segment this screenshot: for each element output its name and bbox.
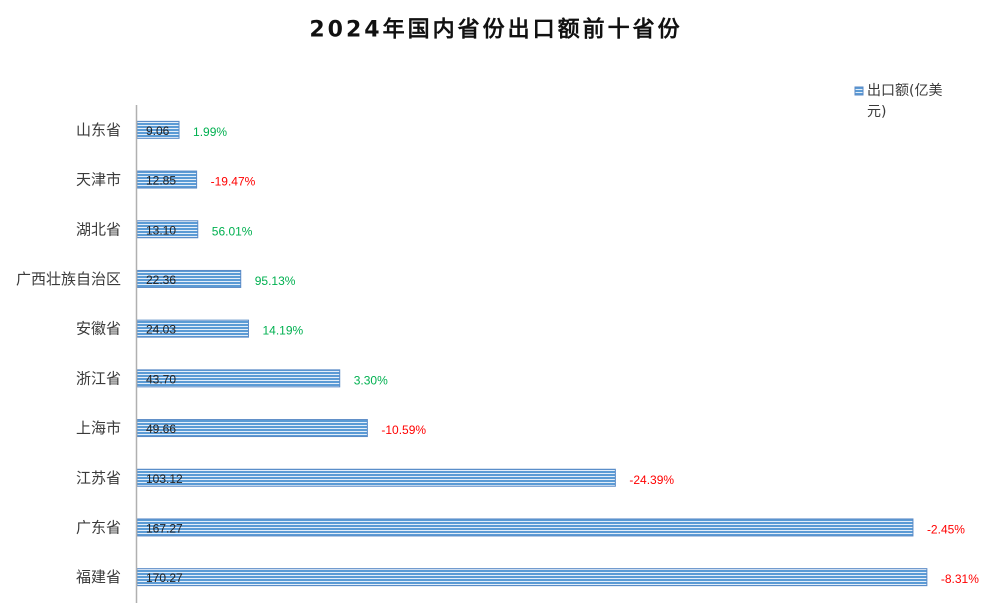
- category-label-10: 福建省: [76, 568, 121, 586]
- bar-group-2: 天津市 12.85 -19.47%: [76, 170, 256, 189]
- category-label-7: 上海市: [76, 419, 121, 437]
- value-label-10: 170.27: [146, 571, 183, 585]
- bar-8: [136, 468, 616, 487]
- growth-label-2: -19.47%: [211, 175, 256, 189]
- category-label-5: 安徽省: [76, 320, 121, 338]
- chart-title: 2024年国内省份出口额前十省份: [309, 17, 682, 43]
- value-label-9: 167.27: [146, 521, 183, 535]
- value-label-1: 9.06: [146, 124, 170, 138]
- bar-group-5: 安徽省 24.03 14.19%: [76, 319, 304, 338]
- value-label-4: 22.36: [146, 273, 176, 287]
- bar-10: [136, 568, 928, 587]
- growth-label-7: -10.59%: [381, 423, 426, 437]
- value-label-5: 24.03: [146, 323, 176, 337]
- category-label-6: 浙江省: [76, 369, 121, 387]
- category-label-9: 广东省: [76, 518, 121, 536]
- growth-label-3: 56.01%: [212, 224, 253, 238]
- category-label-8: 江苏省: [76, 469, 121, 487]
- category-label-2: 天津市: [76, 171, 121, 189]
- plot-area: 山东省 9.06 1.99% 天津市 12.85 -19.47% 湖北省 13.10 56.01…: [16, 120, 979, 587]
- bar-group-9: 广东省 167.27 -2.45%: [76, 518, 965, 537]
- growth-label-4: 95.13%: [255, 274, 296, 288]
- legend-label: 出口额(亿美元): [867, 83, 943, 120]
- legend-marker: [854, 86, 864, 96]
- growth-label-5: 14.19%: [262, 324, 303, 338]
- bar-group-4: 广西壮族自治区 22.36 95.13%: [16, 269, 296, 288]
- category-label-1: 山东省: [76, 121, 121, 139]
- bar-group-1: 山东省 9.06 1.99%: [76, 120, 227, 139]
- bar-group-6: 浙江省 43.70 3.30%: [76, 369, 388, 388]
- growth-label-8: -24.39%: [629, 473, 674, 487]
- category-label-4: 广西壮族自治区: [16, 270, 121, 288]
- value-label-2: 12.85: [146, 174, 176, 188]
- bar-9: [136, 518, 914, 537]
- bar-group-7: 上海市 49.66 -10.59%: [76, 419, 426, 438]
- growth-label-9: -2.45%: [927, 522, 965, 536]
- growth-label-1: 1.99%: [193, 125, 227, 139]
- growth-label-6: 3.30%: [354, 373, 388, 387]
- value-label-3: 13.10: [146, 223, 176, 237]
- value-label-6: 43.70: [146, 372, 176, 386]
- growth-label-10: -8.31%: [941, 572, 979, 586]
- bar-group-3: 湖北省 13.10 56.01%: [76, 220, 253, 239]
- bar-group-10: 福建省 170.27 -8.31%: [76, 568, 979, 587]
- bar-group-8: 江苏省 103.12 -24.39%: [76, 468, 674, 487]
- category-label-3: 湖北省: [76, 220, 121, 238]
- value-label-8: 103.12: [146, 472, 183, 486]
- value-label-7: 49.66: [146, 422, 176, 436]
